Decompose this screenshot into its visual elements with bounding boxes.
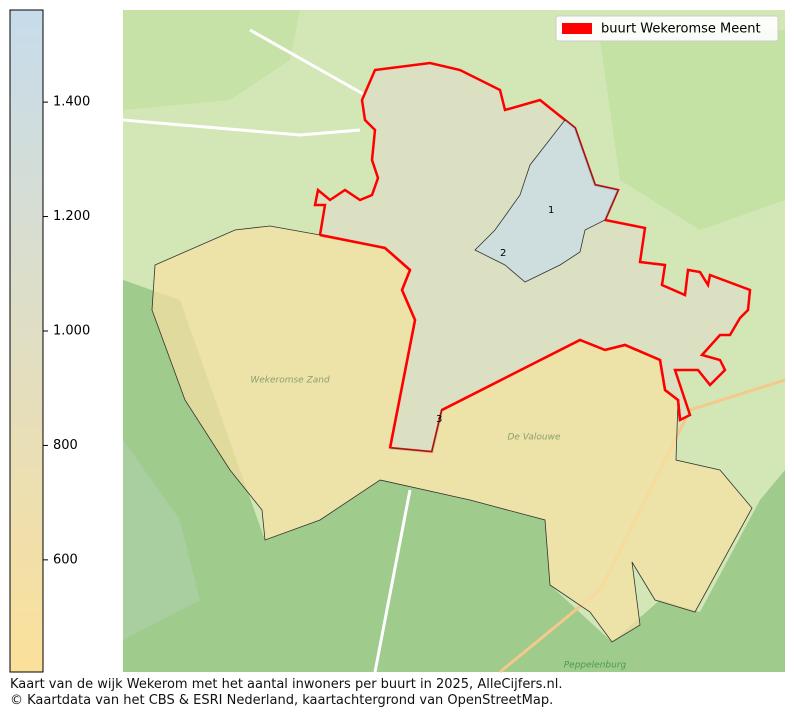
legend: buurt Wekeromse Meent (555, 15, 779, 42)
colorbar-tick-label: 800 (53, 438, 78, 453)
region-label: 3 (436, 414, 442, 425)
legend-swatch (562, 23, 592, 34)
region-label: 1 (548, 205, 554, 216)
colorbar-tick-label: 1.000 (53, 323, 90, 338)
legend-label: buurt Wekeromse Meent (601, 22, 761, 37)
colorbar-tick-label: 1.400 (53, 95, 90, 110)
region-label: 2 (500, 248, 506, 259)
regions (151, 61, 753, 643)
place-label: De Valouwe (507, 433, 560, 443)
place-label: Peppelenburg (564, 661, 627, 671)
map-figure: 1 2 3 Wekeromse Zand De Valouwe Peppelen… (9, 9, 786, 674)
region (474, 119, 619, 283)
colorbar-tick-label: 600 (53, 552, 78, 567)
colorbar-tick-label: 1.200 (53, 209, 90, 224)
caption: Kaart van de wijk Wekerom met het aantal… (10, 677, 563, 709)
place-label: Wekeromse Zand (250, 376, 330, 386)
colorbar-bar (9, 9, 44, 673)
caption-line: Kaart van de wijk Wekerom met het aantal… (10, 677, 563, 692)
caption-line: © Kaartdata van het CBS & ESRI Nederland… (10, 693, 554, 708)
colorbar: 1.400 1.200 1.000 800 600 (9, 9, 90, 673)
